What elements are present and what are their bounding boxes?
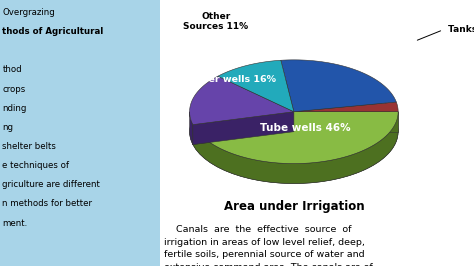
Polygon shape (193, 112, 398, 184)
Polygon shape (193, 112, 294, 144)
Text: nding: nding (2, 104, 27, 113)
Text: e techniques of: e techniques of (2, 161, 69, 170)
Text: Overgrazing: Overgrazing (2, 8, 55, 17)
Text: extensive command area. The canals are of: extensive command area. The canals are o… (164, 263, 372, 266)
Text: crops: crops (2, 85, 26, 94)
Polygon shape (190, 112, 193, 144)
Text: thods of Agricultural: thods of Agricultural (2, 27, 104, 36)
Text: Area under Irrigation: Area under Irrigation (224, 200, 364, 213)
Text: griculture are different: griculture are different (2, 180, 100, 189)
Polygon shape (294, 102, 398, 112)
Text: ment.: ment. (2, 219, 27, 228)
Polygon shape (218, 60, 294, 112)
Text: Canals 24%: Canals 24% (317, 51, 380, 61)
Text: ng: ng (2, 123, 13, 132)
Polygon shape (294, 112, 398, 132)
Ellipse shape (190, 80, 398, 184)
Polygon shape (193, 112, 294, 144)
Polygon shape (281, 60, 396, 112)
Text: Other wells 16%: Other wells 16% (189, 75, 276, 84)
Text: n methods for better: n methods for better (2, 200, 92, 209)
Text: Tanks 3%: Tanks 3% (448, 25, 474, 34)
Text: shelter belts: shelter belts (2, 142, 56, 151)
Text: Other
Sources 11%: Other Sources 11% (183, 12, 248, 31)
Text: Canals  are  the  effective  source  of: Canals are the effective source of (164, 225, 351, 234)
Polygon shape (193, 112, 398, 164)
Text: thod: thod (2, 65, 22, 74)
Text: irrigation in areas of low level relief, deep,: irrigation in areas of low level relief,… (164, 238, 365, 247)
Polygon shape (190, 76, 294, 124)
FancyBboxPatch shape (0, 0, 160, 266)
Text: Tube wells 46%: Tube wells 46% (260, 123, 351, 133)
Text: fertile soils, perennial source of water and: fertile soils, perennial source of water… (164, 250, 364, 259)
